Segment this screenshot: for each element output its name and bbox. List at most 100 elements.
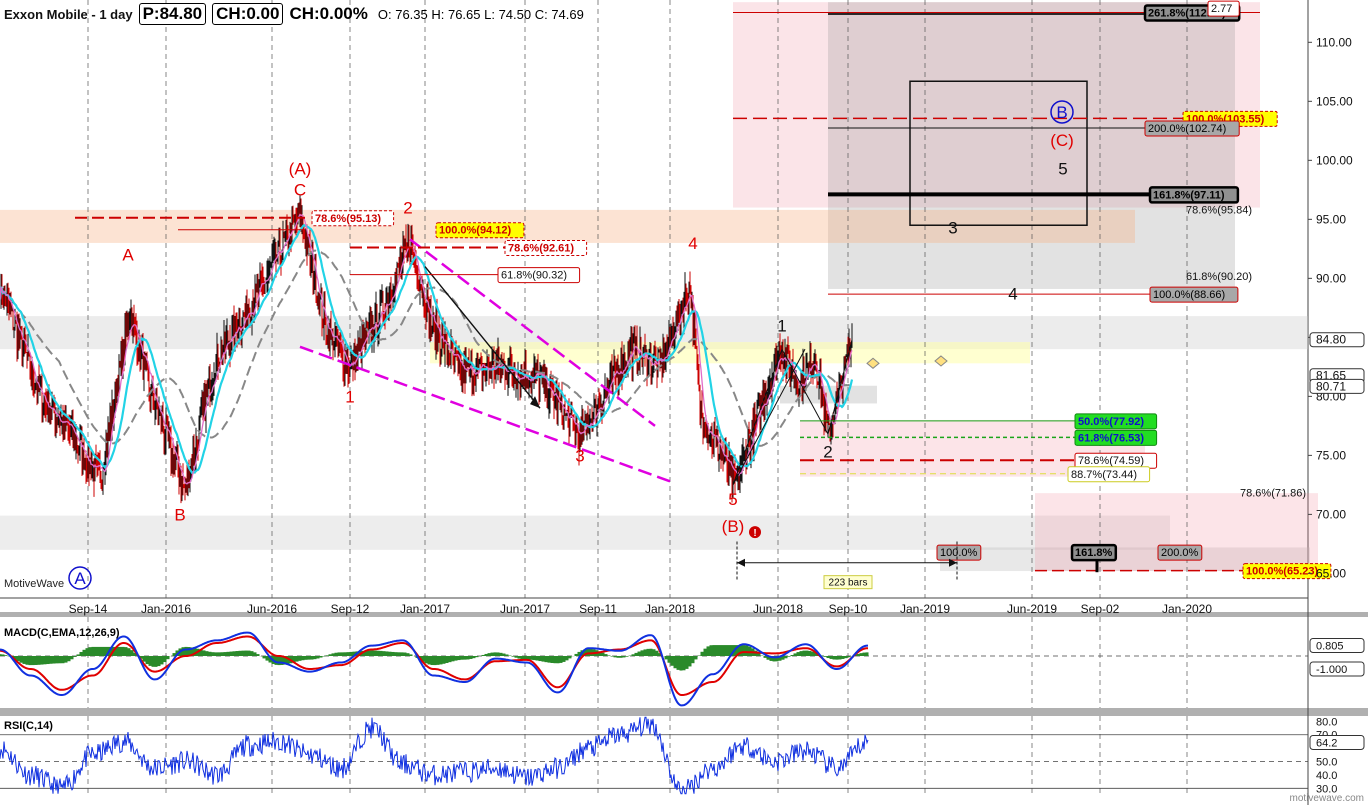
macd-title: MACD(C,EMA,12,26,9) <box>4 627 120 639</box>
fib-label: 200.0% <box>1161 547 1199 559</box>
target-zone-gray <box>828 2 1235 289</box>
axes: Sep-14 Jan-2016 Jun-2016 Sep-12 Jan-2017 Jun-… <box>69 35 1365 616</box>
fib-label: 261.8%(112.53) <box>1148 7 1226 19</box>
rsi-panel: 80.070.064.250.040.030.0 <box>0 716 1365 795</box>
x-tick-label: Jan-2017 <box>400 602 450 616</box>
macd-panel: 0.805 -1.000 <box>0 631 1365 707</box>
fib-label-box <box>1149 286 1239 303</box>
projection-diamond <box>866 357 880 369</box>
panel-divider[interactable] <box>0 612 1368 617</box>
rsi-tick-label: 40.0 <box>1316 770 1337 782</box>
wave-label: B <box>1056 103 1067 122</box>
wave-label: (B) <box>722 517 745 536</box>
wave-annotations: 78.6%(95.13) 100.0%(94.12) 78.6%(92.61) 61.… <box>68 0 1332 590</box>
ma-slow-line <box>0 249 853 447</box>
fib-label: 61.8%(90.20) <box>1186 271 1252 283</box>
ohlc-readout: O: 76.35 H: 76.65 L: 74.50 C: 74.69 <box>377 6 584 22</box>
fib-label: 2.77 <box>1211 3 1232 15</box>
macd-tick-label: -1.000 <box>1316 664 1347 676</box>
price-marker <box>1309 378 1365 394</box>
rsi-tick-label: 80.0 <box>1316 716 1337 728</box>
wave-label: (C) <box>1050 131 1074 150</box>
support-zone-yellow <box>430 342 1030 364</box>
trend-arrow <box>424 266 541 409</box>
price-marker <box>1309 332 1365 348</box>
y-tick-label: 110.00 <box>1316 35 1352 49</box>
target-box <box>909 80 1088 226</box>
fib-label-box <box>936 544 982 561</box>
x-tick-label: Sep-12 <box>331 602 370 616</box>
x-tick-label: Jan-2016 <box>141 602 191 616</box>
y-tick-label: 105.00 <box>1316 94 1353 108</box>
y-tick-label: 95.00 <box>1316 212 1346 226</box>
fib-label-box <box>435 222 525 239</box>
change-pct: CH:0.00% <box>289 4 368 23</box>
macd-tick-box <box>1309 661 1365 677</box>
x-tick-label: Jan-2018 <box>645 602 695 616</box>
wave-lines <box>732 339 853 486</box>
fib-label-box <box>1074 429 1158 446</box>
motivewave-watermark: MotiveWave <box>4 578 65 590</box>
projection-diamond <box>934 355 948 367</box>
bars-measure-box <box>823 575 873 590</box>
fib-label: 88.7%(73.44) <box>1071 469 1137 481</box>
y-tick-label: 65.00 <box>1316 566 1346 580</box>
x-tick-label: Jun-2016 <box>247 602 297 616</box>
wave-label: 1 <box>777 316 786 335</box>
circled-wave-B <box>1050 100 1074 124</box>
alert-icon[interactable] <box>749 526 761 539</box>
wave-label: 5 <box>1058 159 1067 178</box>
macd-tick-box <box>1309 638 1365 654</box>
change-box: CH:0.00 <box>212 3 284 25</box>
fib-label: 161.8%(97.11) <box>1153 189 1225 201</box>
rsi-tick-box <box>1309 735 1365 751</box>
rsi-tick-label: 64.2 <box>1316 738 1337 750</box>
fib-label: 78.6%(71.86) <box>1240 487 1306 499</box>
x-tick-label: Jun-2017 <box>500 602 550 616</box>
x-tick-label: Sep-11 <box>579 602 617 616</box>
fib-label-box <box>497 267 581 284</box>
x-tick-label: Jan-2020 <box>1162 602 1212 616</box>
fib-label-box <box>1144 120 1240 137</box>
fib-label-box <box>1157 544 1203 561</box>
fib-label: 100.0% <box>940 547 978 559</box>
fib-label: 61.8%(76.53) <box>1078 432 1144 444</box>
arrow-head <box>949 558 957 567</box>
wave-label: C <box>294 181 306 200</box>
fib-label: 50.0%(77.92) <box>1078 416 1144 428</box>
alert-icon-glyph: ! <box>753 528 756 539</box>
fib-label: 78.6%(95.84) <box>1186 204 1252 216</box>
fib-label: 78.6%(74.59) <box>1078 455 1144 467</box>
fib-label-box <box>311 210 395 227</box>
panel-divider[interactable] <box>0 708 1368 716</box>
arrow-head <box>737 558 745 567</box>
rsi-tick-label: 50.0 <box>1316 757 1337 769</box>
x-tick-label: Sep-14 <box>69 602 108 616</box>
channel-upper <box>409 238 656 427</box>
fib-label-box <box>1070 543 1118 562</box>
wave-label: B <box>174 505 185 524</box>
resistance-zone-orange <box>0 209 1135 243</box>
grid <box>87 0 1188 795</box>
price-box: P:84.80 <box>138 3 207 25</box>
fib-label: 100.0%(88.66) <box>1153 289 1225 301</box>
x-tick-label: Sep-02 <box>1081 602 1120 616</box>
price-marker-label: 84.80 <box>1316 333 1346 347</box>
wave-label: 3 <box>948 218 957 237</box>
fib-label: 100.0%(65.23) <box>1246 566 1318 578</box>
price-marker-label: 80.71 <box>1316 379 1346 393</box>
y-tick-label: 75.00 <box>1316 448 1346 462</box>
y-tick-label: 100.00 <box>1316 153 1353 167</box>
target-zone-pink <box>733 2 1260 208</box>
wave-label: 3 <box>575 446 584 465</box>
macd-tick-label: 0.805 <box>1316 641 1344 653</box>
wave-label: A <box>122 246 134 265</box>
moving-averages <box>0 213 854 485</box>
x-tick-label: Jun-2019 <box>1007 602 1057 616</box>
wave-label: 4 <box>688 234 697 253</box>
fib-label-box <box>1148 186 1240 204</box>
fib-label-box <box>1067 466 1151 483</box>
fib-label-box <box>1242 563 1332 580</box>
y-tick-label: 70.00 <box>1316 507 1346 521</box>
